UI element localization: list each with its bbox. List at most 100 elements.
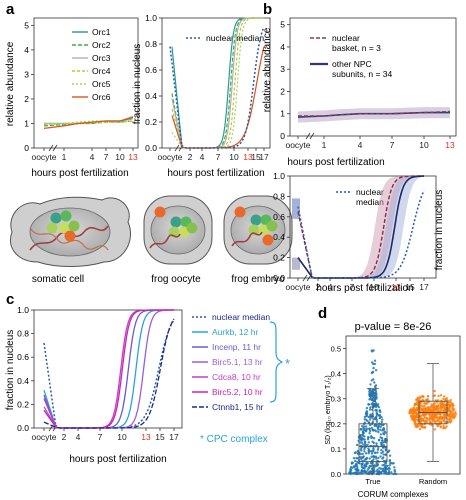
panel-d-plot-frame bbox=[345, 335, 461, 475]
panel-c-brace bbox=[269, 321, 284, 403]
panel-a-abundance-xtick-label: oocyte bbox=[31, 152, 56, 162]
somatic-dna-icon-2 bbox=[29, 227, 109, 251]
legend-label-orc1: Orc1 bbox=[92, 27, 111, 37]
panel-a-abundance-legend: Orc1 Orc2 Orc3 Orc4 Orc5 Orc6 bbox=[72, 27, 111, 102]
embryo-orc6-outer-icon bbox=[234, 206, 246, 218]
panel-a-abundance-ytick-label: 3 bbox=[24, 69, 29, 79]
panel-b-fraction-ytick-label: 0.6 bbox=[273, 212, 285, 222]
legend-label-orc4: Orc4 bbox=[92, 66, 111, 76]
panel-a-abundance-ylabel: relative abundance bbox=[5, 41, 16, 126]
panel-b-abundance-ytick-label: 3 bbox=[280, 64, 285, 74]
panel-a-abundance-ytick-label: 2 bbox=[24, 94, 29, 104]
panel-b-fraction-ytick-label: 0.4 bbox=[273, 232, 285, 242]
panel-b-basket-legend-line1: nuclear bbox=[332, 33, 360, 43]
panel-c-line-6 bbox=[43, 309, 174, 429]
panel-letter-a: a bbox=[6, 1, 15, 18]
panel-a-fraction-median-line bbox=[169, 26, 265, 149]
panel-c-legend-label: Ctnnb1, 15 hr bbox=[212, 402, 264, 412]
panel-d-ytick-label: 0.2 bbox=[331, 420, 341, 429]
panel-b-basket-legend-line2: basket, n = 3 bbox=[332, 43, 381, 53]
panel-c-ytick-label: 0.0 bbox=[17, 423, 29, 433]
panel-c-line-5 bbox=[43, 309, 174, 429]
panel-a-fraction-xtick-label: oocyte bbox=[157, 152, 182, 162]
panel-c-xtick-label: 4 bbox=[76, 432, 81, 442]
panel-c-ytick-label: 0.4 bbox=[17, 376, 29, 386]
panel-d-ytick-label: 0.3 bbox=[331, 395, 341, 404]
panel-b-fraction-basket-band bbox=[314, 176, 424, 278]
panel-b-abundance-xtick-label: 7 bbox=[390, 140, 395, 150]
panel-c-ytick-label: 1.0 bbox=[17, 305, 29, 315]
panel-a-fraction-ytick-label: 0.6 bbox=[145, 65, 157, 75]
panel-d-title: p-value = 8e-26 bbox=[355, 321, 432, 333]
panel-a-abundance-line-orc5 bbox=[44, 118, 134, 125]
legend-label-orc5: Orc5 bbox=[92, 79, 111, 89]
panel-b-fraction-xtick-label: 17 bbox=[419, 282, 429, 292]
panel-c-legend-label: Cdca8, 10 hr bbox=[212, 372, 261, 382]
oocyte-dna-icon bbox=[149, 233, 181, 249]
panel-c-xtick-label: 7 bbox=[98, 432, 103, 442]
panel-c-legend-label: Birc5.2, 10 hr bbox=[212, 387, 263, 397]
panel-b-abundance-ytick-label: 5 bbox=[280, 20, 285, 30]
panel-b-fraction-ylabel: fraction in nucleus bbox=[434, 190, 445, 271]
legend-label-orc6: Orc6 bbox=[92, 92, 111, 102]
panel-b-abundance-xtick-label: 1 bbox=[322, 140, 327, 150]
panel-b-abundance-ytick-label: 4 bbox=[280, 42, 285, 52]
panel-c-xlabel: hours post fertilization bbox=[69, 454, 166, 465]
panel-b-abundance-band bbox=[298, 107, 450, 123]
panel-b-fraction-median-line bbox=[297, 190, 425, 279]
panel-b-fraction-ytick-label: 0.0 bbox=[273, 273, 285, 283]
panel-a-fraction-ytick-label: 0.0 bbox=[145, 143, 157, 153]
panel-b-abundance-ylabel: relative abundance bbox=[262, 27, 273, 112]
panel-a-fraction-ytick-label: 0.2 bbox=[145, 117, 157, 127]
oocyte-orc6-icon bbox=[154, 206, 166, 218]
panel-letter-d: d bbox=[318, 305, 327, 322]
panel-c-line-3 bbox=[43, 309, 174, 429]
panel-a-abundance-plot-frame bbox=[33, 17, 139, 149]
panel-d-xlabel: CORUM complexes bbox=[358, 490, 429, 499]
panel-b-fraction-chart: 0.0 0.2 0.4 0.6 0.8 1.0 oocyte 2 4 7 10 13 15 17 frac… bbox=[273, 171, 445, 294]
panel-c-xtick-label: 10 bbox=[117, 432, 127, 442]
panel-a-fraction-xtick-label: 17 bbox=[259, 152, 269, 162]
panel-a-abundance-ytick-label: 4 bbox=[24, 45, 29, 55]
legend-label-orc3: Orc3 bbox=[92, 53, 111, 63]
panel-a-median-legend-label: nuclear median bbox=[206, 33, 264, 43]
panel-b-fraction-ytick-label: 1.0 bbox=[273, 171, 285, 181]
panel-a-fraction-legend: nuclear median bbox=[186, 33, 264, 43]
panel-a-abundance-xtick-label: 7 bbox=[104, 152, 109, 162]
panel-d-xtick-label: True bbox=[365, 477, 380, 486]
panel-b-fraction-xtick-label: 10 bbox=[369, 282, 379, 292]
panel-c-line-7 bbox=[43, 318, 175, 429]
panel-a-fraction-xtick-label: 10 bbox=[229, 152, 239, 162]
panel-b-fraction-ytick-label: 0.2 bbox=[273, 253, 285, 263]
panel-c-xtick-label: oocyte bbox=[31, 432, 56, 442]
somatic-cell-label: somatic cell bbox=[32, 274, 84, 285]
panel-a-abundance-xtick-label: 1 bbox=[62, 152, 67, 162]
panel-a-abundance-line-orc2 bbox=[43, 120, 134, 127]
panel-b-fraction-xtick-label: 2 bbox=[316, 282, 321, 292]
panel-b-abundance-chart: 0 1 2 3 4 5 oocyte 1 4 7 10 13 relative abundance h… bbox=[262, 17, 457, 168]
panel-letter-c: c bbox=[6, 291, 14, 308]
panel-c-line-2 bbox=[43, 309, 174, 429]
panel-c-legend-label: Incenp, 11 hr bbox=[212, 342, 261, 352]
panel-b-abundance-plot-frame bbox=[289, 17, 457, 137]
panel-a-fraction-xtick-label: 13 bbox=[243, 152, 253, 162]
panel-d-ylabel: SD (log₁₀ embryo T₁/₂) bbox=[325, 375, 332, 444]
panel-a-fraction-xtick-label: 7 bbox=[216, 152, 221, 162]
panel-c-xtick-label: 2 bbox=[62, 432, 67, 442]
panel-a-fraction-xlabel: hours post fertilization bbox=[167, 168, 264, 179]
panel-b-fraction-other-band bbox=[314, 176, 424, 278]
panel-b-oocyte-box-lower bbox=[292, 257, 300, 270]
oocyte-orc-complex bbox=[168, 216, 198, 238]
panel-b-abundance-axis-break bbox=[305, 132, 315, 140]
embryo-dna-icon bbox=[231, 231, 263, 247]
panel-b-abundance-xtick-label: oocyte bbox=[285, 140, 310, 150]
panel-c-legend: nuclear median Aurkb, 12 hr Incenp, 11 hr B… bbox=[192, 312, 270, 412]
panel-b-abundance-xtick-label: 10 bbox=[419, 140, 429, 150]
panel-c-ytick-label: 0.6 bbox=[17, 352, 29, 362]
panel-b-fraction-xtick-label: 7 bbox=[350, 282, 355, 292]
panel-c-line-4 bbox=[43, 309, 174, 429]
panel-c-xtick-label: 17 bbox=[169, 432, 179, 442]
panel-a-abundance-xlabel: hours post fertilization bbox=[31, 168, 128, 179]
